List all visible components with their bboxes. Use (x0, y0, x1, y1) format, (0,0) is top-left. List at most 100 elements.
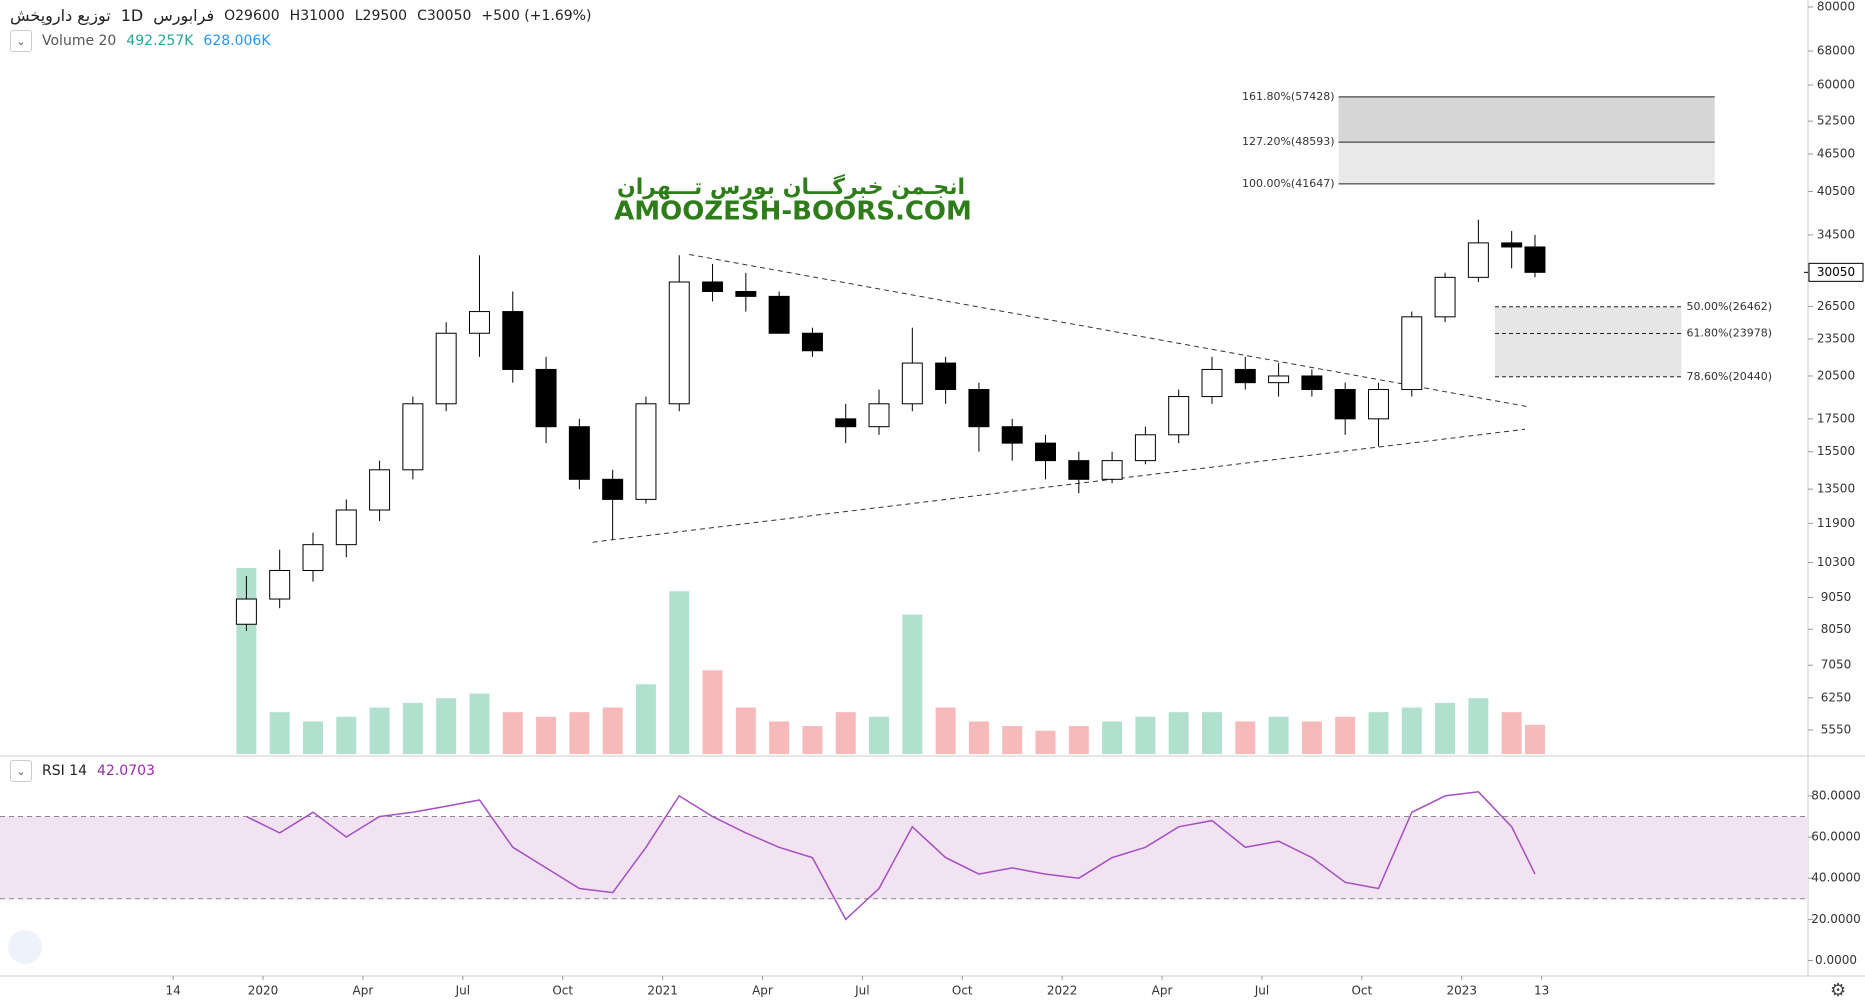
candle-body (935, 362, 957, 391)
open-text: O29600 (224, 7, 280, 24)
candle-body (602, 478, 624, 500)
x-tick-label: Jul (854, 984, 869, 998)
fib-label: 78.60%(20440) (1686, 370, 1772, 383)
trendline (592, 428, 1526, 543)
trendline (689, 253, 1529, 408)
volume-bar (802, 726, 823, 754)
volume-bar (469, 693, 490, 754)
candle-body (302, 544, 324, 571)
rsi-band (0, 816, 1808, 899)
settings-button[interactable]: ⚙ (1830, 980, 1847, 1001)
volume-bar (1202, 712, 1222, 754)
volume-bar (1368, 712, 1389, 754)
candle-body (801, 332, 823, 352)
candle-body (1001, 426, 1023, 444)
candle-body (1234, 368, 1256, 384)
y-tick-label: 60000 (1817, 77, 1855, 91)
candle-body (635, 403, 657, 500)
rsi-title: RSI 14 (42, 763, 88, 779)
candle-body (1068, 460, 1090, 480)
candle-body (369, 469, 391, 511)
interval: 1D (120, 6, 144, 25)
candle-body (535, 368, 557, 428)
volume-bar (769, 721, 790, 754)
volume-bar (1401, 707, 1422, 754)
candle-body (568, 426, 590, 480)
watermark-en: AMOOZESH-BOORS.COM (614, 197, 972, 227)
y-tick-label: 68000 (1817, 44, 1855, 58)
y-tick-label: 40500 (1817, 184, 1855, 198)
volume-bar (502, 712, 523, 754)
candle-body (1134, 434, 1156, 462)
low-text: L29500 (354, 7, 408, 24)
fib-label: 127.20%(48593) (1242, 135, 1335, 148)
volume-bar (536, 716, 557, 754)
fib-zone (1338, 96, 1715, 143)
y-tick-label: 15500 (1817, 444, 1855, 458)
candle-body (1201, 368, 1223, 398)
rsi-header: ⌄ RSI 14 42.0703 (10, 760, 155, 782)
y-tick-label: 34500 (1817, 227, 1855, 241)
volume-title: Volume 20 (42, 33, 117, 49)
candle-body (335, 509, 357, 546)
volume-bar (1335, 716, 1356, 754)
candle-body (1467, 242, 1489, 278)
high-text: H31000 (289, 7, 345, 24)
y-tick-label: 80.0000 (1811, 788, 1861, 802)
y-tick-label: 52500 (1817, 114, 1855, 128)
y-tick-label: 17500 (1817, 411, 1855, 425)
volume-bar (436, 698, 457, 754)
collapse-button[interactable]: ⌄ (10, 30, 32, 52)
candle-body (402, 403, 424, 471)
logo[interactable] (8, 930, 42, 964)
y-tick-label: 23500 (1817, 331, 1855, 345)
volume-bar (1135, 716, 1156, 754)
volume-bar (835, 712, 856, 754)
volume-bar (702, 670, 723, 754)
candle-body (502, 311, 524, 370)
y-tick-label: 20.0000 (1811, 912, 1861, 926)
candle-body (968, 389, 990, 428)
candle-body (901, 362, 923, 405)
candle-body (1268, 375, 1290, 384)
volume-bar (602, 707, 623, 754)
fib-label: 100.00%(41647) (1242, 177, 1335, 190)
price-header: توزیع داروپخش 1D فرابورس O29600 H31000 L… (10, 6, 591, 25)
y-tick-label: 80000 (1817, 0, 1855, 14)
last-price-label: 30050 (1817, 265, 1855, 279)
y-tick-label: 13500 (1817, 482, 1855, 496)
x-tick-label: Apr (1152, 984, 1173, 998)
x-tick-label: Oct (952, 984, 973, 998)
x-tick-label: Oct (1351, 984, 1372, 998)
volume-header: ⌄ Volume 20 492.257K 628.006K (10, 30, 271, 52)
fib-label: 50.00%(26462) (1686, 300, 1772, 313)
y-tick-label: 0.0000 (1815, 953, 1857, 967)
x-tick-label: 14 (166, 984, 181, 998)
rsi-line (246, 791, 1536, 921)
collapse-button[interactable]: ⌄ (10, 760, 32, 782)
candle-body (235, 598, 257, 625)
volume-bar (1002, 726, 1023, 754)
volume-bar (1468, 698, 1489, 754)
candle-body (1301, 375, 1323, 391)
volume-bar (1301, 721, 1322, 754)
x-tick-label: 2022 (1047, 984, 1078, 998)
y-tick-label: 11900 (1817, 516, 1855, 530)
y-tick-label: 9050 (1821, 590, 1852, 604)
volume-bar (735, 707, 756, 754)
volume-bar (935, 707, 956, 754)
volume-bar (1268, 716, 1289, 754)
candle-body (768, 295, 790, 334)
y-tick-label: 6250 (1821, 690, 1852, 704)
exchange: فرابورس (153, 6, 215, 25)
volume-bar (1235, 721, 1256, 754)
volume-bar (569, 712, 590, 754)
y-tick-label: 20500 (1817, 368, 1855, 382)
volume-bar (869, 716, 890, 754)
y-tick-label: 46500 (1817, 147, 1855, 161)
candle-body (1168, 396, 1190, 436)
x-tick-label: Jul (455, 984, 470, 998)
candle-body (1101, 460, 1123, 480)
